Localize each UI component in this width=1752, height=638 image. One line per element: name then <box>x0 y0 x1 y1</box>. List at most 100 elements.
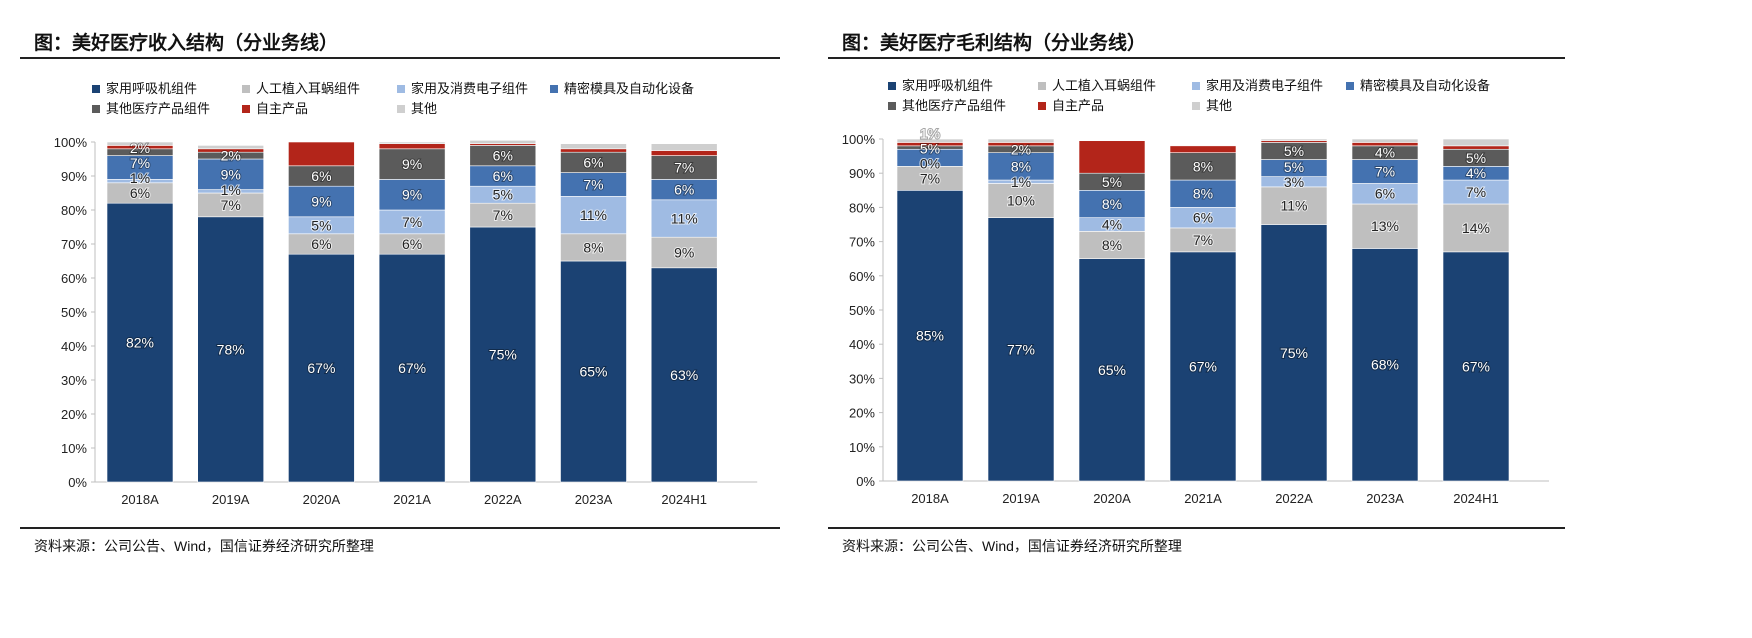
title-divider <box>828 57 1565 59</box>
data-label: 6% <box>674 182 694 198</box>
data-label: 67% <box>307 360 335 376</box>
data-label: 11% <box>580 207 607 223</box>
y-tick-label: 90% <box>61 169 87 184</box>
data-label: 2% <box>221 148 241 164</box>
x-tick-label: 2019A <box>212 492 250 507</box>
data-label: 82% <box>126 335 154 351</box>
legend-swatch <box>1038 82 1046 90</box>
legend-label: 其他 <box>1206 98 1232 113</box>
data-label: 6% <box>1375 186 1395 202</box>
data-label: 14% <box>1462 220 1490 236</box>
data-label: 5% <box>1284 143 1304 159</box>
data-label: 7% <box>221 197 241 213</box>
revenue-chart: 家用呼吸机组件 人工植入耳蜗组件 家用及消费电子组件 精密模具及自动化设备其他医疗产品… <box>54 81 758 507</box>
bar-segment <box>1078 258 1146 482</box>
data-label: 11% <box>671 211 698 227</box>
data-label: 9% <box>311 194 331 210</box>
gross-profit-chart: 家用呼吸机组件 人工植入耳蜗组件 家用及消费电子组件 精密模具及自动化设备其他医疗产品… <box>842 78 1549 506</box>
data-label: 8% <box>1193 158 1213 174</box>
data-label: 2% <box>130 140 150 156</box>
y-tick-label: 20% <box>61 407 87 422</box>
bar-segment <box>1078 140 1146 174</box>
legend-swatch <box>397 85 405 93</box>
bar-segment <box>1169 179 1237 208</box>
x-tick-label: 2018A <box>121 492 159 507</box>
bar-segment <box>1260 186 1328 225</box>
data-label: 6% <box>493 148 513 164</box>
bar-segment <box>1351 248 1419 482</box>
bar-segment <box>560 260 627 483</box>
data-label: 7% <box>1375 163 1395 179</box>
legend-swatch <box>1346 82 1354 90</box>
data-label: 5% <box>920 140 940 156</box>
bar-segment <box>560 196 627 235</box>
legend-label: 人工植入耳蜗组件 <box>1052 78 1156 93</box>
data-label: 67% <box>1462 358 1490 374</box>
data-label: 7% <box>402 214 422 230</box>
x-tick-label: 2021A <box>393 492 431 507</box>
y-tick-label: 40% <box>61 339 87 354</box>
source-note: 资料来源：公司公告、Wind，国信证券经济研究所整理 <box>34 538 374 554</box>
x-tick-label: 2018A <box>911 491 949 506</box>
bar-segment <box>1169 145 1237 153</box>
data-label: 85% <box>916 328 944 344</box>
data-label: 7% <box>1466 184 1486 200</box>
data-label: 8% <box>1011 158 1031 174</box>
data-label: 65% <box>1098 362 1126 378</box>
bar-segment <box>288 253 355 483</box>
legend-label: 其他医疗产品组件 <box>902 98 1006 113</box>
bar-segment <box>106 202 174 483</box>
data-label: 3% <box>1284 174 1304 190</box>
footer-divider <box>20 527 780 529</box>
y-tick-label: 60% <box>849 269 875 284</box>
data-label: 7% <box>1193 232 1213 248</box>
legend-swatch <box>1192 82 1200 90</box>
data-label: 5% <box>1102 174 1122 190</box>
chart-title: 图：美好医疗收入结构（分业务线） <box>34 33 339 54</box>
data-label: 4% <box>1102 217 1122 233</box>
bar-segment <box>987 138 1055 143</box>
bar-segment <box>650 236 718 269</box>
x-tick-label: 2024H1 <box>1453 491 1499 506</box>
bar-segment <box>987 217 1055 482</box>
x-tick-label: 2024H1 <box>661 492 707 507</box>
bar-segment <box>650 150 718 156</box>
bar-segment <box>378 141 446 144</box>
legend-swatch <box>888 82 896 90</box>
chart-title: 图：美好医疗毛利结构（分业务线） <box>842 33 1147 54</box>
data-label: 67% <box>1189 358 1217 374</box>
data-label: 8% <box>1102 196 1122 212</box>
legend-label: 精密模具及自动化设备 <box>564 81 694 96</box>
data-label: 63% <box>670 367 698 383</box>
y-tick-label: 0% <box>856 474 875 489</box>
data-label: 8% <box>1193 186 1213 202</box>
data-label: 77% <box>1007 341 1035 357</box>
data-label: 5% <box>493 187 513 203</box>
bar-segment <box>896 138 964 143</box>
bar-segment <box>650 199 718 238</box>
data-label: 13% <box>1371 218 1399 234</box>
bar-segment <box>1078 190 1146 218</box>
data-label: 6% <box>311 236 331 252</box>
data-label: 4% <box>1375 145 1395 161</box>
bar-segment <box>197 216 264 483</box>
legend-swatch <box>888 102 896 110</box>
bar-segment <box>469 140 537 145</box>
legend-swatch <box>92 105 100 113</box>
data-label: 8% <box>1102 237 1122 253</box>
bar-segment <box>288 185 355 218</box>
legend-swatch <box>1192 102 1200 110</box>
data-label: 7% <box>674 160 694 176</box>
data-label: 0% <box>920 155 940 171</box>
data-label: 9% <box>402 156 422 172</box>
y-tick-label: 10% <box>849 440 875 455</box>
y-tick-label: 60% <box>61 271 87 286</box>
legend-swatch <box>397 105 405 113</box>
bar-segment <box>378 143 446 150</box>
bar-segment <box>378 179 446 211</box>
bar-segment <box>1442 203 1510 253</box>
data-label: 9% <box>221 166 241 182</box>
bar-segment <box>1078 231 1146 259</box>
revenue-structure-panel: 图：美好医疗收入结构（分业务线） 家用呼吸机组件 人工植入耳蜗组件 家用及消费电子组… <box>20 0 780 600</box>
x-tick-label: 2023A <box>575 492 613 507</box>
